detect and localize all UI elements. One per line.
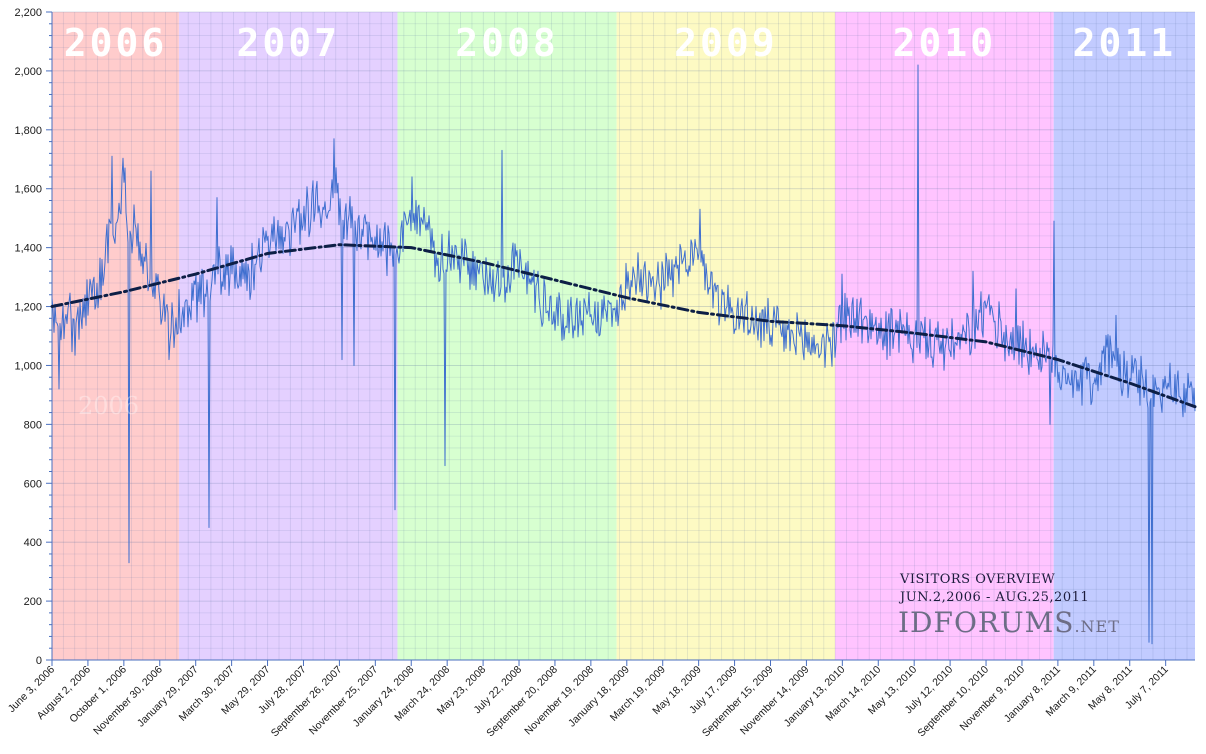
y-tick-label: 200 [24, 596, 42, 608]
x-tick-label: January 13, 2010 [782, 664, 848, 730]
year-band-2006 [52, 12, 179, 660]
year-label-2010: 2010 [893, 21, 997, 65]
y-tick-label: 1,800 [14, 125, 42, 137]
year-label-2008: 2008 [455, 21, 559, 65]
annotation-title: VISITORS OVERVIEW [899, 572, 1055, 587]
y-tick-label: 1,600 [14, 184, 42, 196]
annotation-date-range: JUN.2,2006 - AUG.25,2011 [898, 590, 1089, 605]
y-axis: 0 200 400 600 800 1,000 1,200 1,400 1,600 1,800 2,… [14, 7, 53, 667]
x-tick-label: January 29, 2007 [135, 664, 201, 730]
x-tick-label: November 14, 2009 [738, 664, 812, 738]
data-series [50, 64, 1197, 645]
brand-logo-text: IDFORUMS.NET [898, 606, 1120, 639]
y-tick-label: 1,200 [14, 302, 42, 314]
annotation-box: VISITORS OVERVIEW JUN.2,2006 - AUG.25,20… [898, 572, 1120, 639]
x-tick-label: November 25, 2007 [307, 664, 381, 738]
y-tick-label: 2,200 [14, 7, 42, 19]
year-label-2011: 2011 [1073, 21, 1177, 65]
trend-line [50, 243, 1197, 409]
year-label-2009: 2009 [674, 21, 778, 65]
brand-name: IDFORUMS [898, 606, 1074, 639]
year-band-2007 [178, 12, 398, 660]
y-tick-label: 1,400 [14, 243, 42, 255]
x-tick-label: November 9, 2010 [958, 664, 1028, 734]
y-tick-label: 1,000 [14, 360, 42, 372]
year-label-2006: 2006 [64, 21, 168, 65]
year-labels: 2006 2007 2008 2009 2010 2011 [64, 21, 1177, 65]
y-tick-label: 2,000 [14, 66, 42, 78]
year-label-2007: 2007 [236, 21, 340, 65]
x-tick-label: January 24, 2008 [350, 664, 416, 730]
x-tick-label: January 18, 2009 [566, 664, 632, 730]
y-tick-label: 0 [36, 655, 42, 667]
x-tick-label: November 19, 2008 [522, 664, 596, 738]
y-tick-label: 400 [24, 537, 42, 549]
y-tick-label: 600 [24, 478, 42, 490]
year-band-2008 [397, 12, 617, 660]
watermark-text: 2006 [78, 392, 139, 420]
x-tick-label: November 30, 2006 [91, 664, 165, 738]
year-band-2009 [616, 12, 836, 660]
year-band-2011 [1053, 12, 1195, 660]
brand-suffix: .NET [1074, 617, 1119, 636]
y-tick-label: 800 [24, 419, 42, 431]
